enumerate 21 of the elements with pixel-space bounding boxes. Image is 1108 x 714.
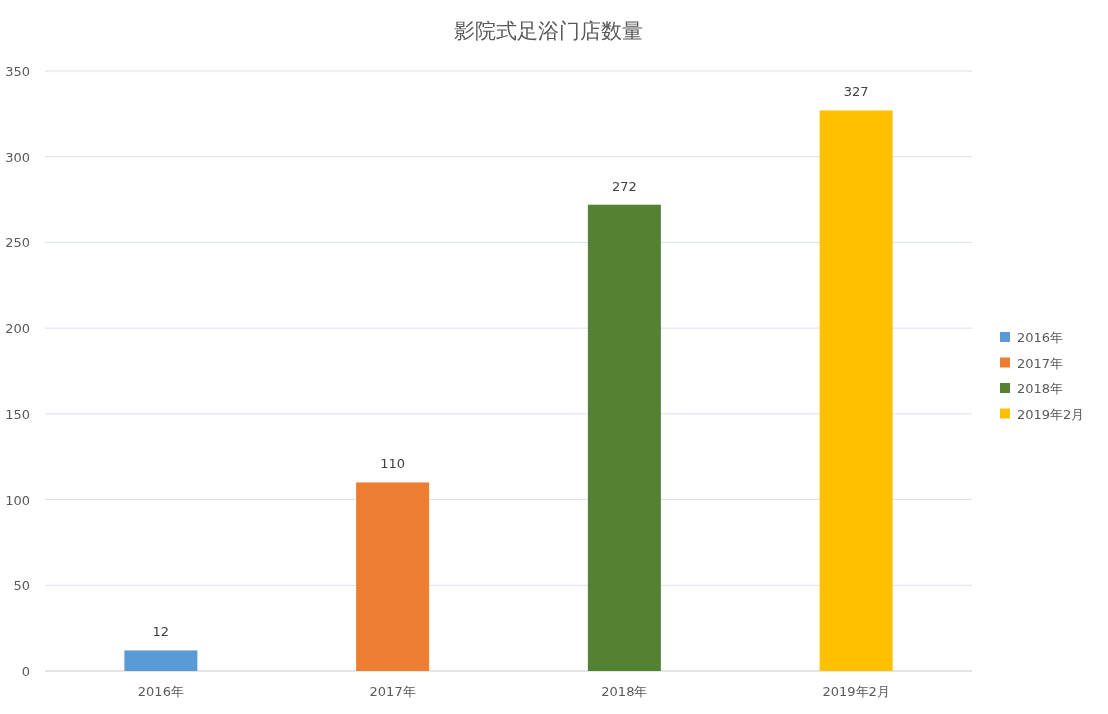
y-tick-label: 350	[5, 64, 30, 79]
x-tick-label: 2017年	[369, 684, 416, 699]
legend-label: 2016年	[1017, 330, 1064, 345]
y-tick-label: 150	[5, 406, 30, 422]
data-label: 110	[380, 456, 406, 472]
y-tick-label: 0	[21, 664, 30, 679]
legend-label: 2017年	[1017, 355, 1064, 371]
y-tick-label: 200	[5, 321, 30, 337]
data-label: 12	[152, 624, 170, 640]
x-tick-label: 2016年	[137, 684, 184, 699]
y-tick-label: 100	[5, 492, 30, 508]
y-tick-label: 300	[5, 149, 30, 165]
y-tick-label: 50	[13, 578, 30, 594]
legend-label: 2018年	[1017, 381, 1064, 396]
y-tick-label: 250	[5, 235, 30, 251]
x-tick-label: 2019年2月	[822, 684, 890, 699]
chart-title: 影院式足浴门店数量	[454, 19, 643, 43]
data-label: 327	[843, 84, 869, 100]
legend-label: 2019年2月	[1017, 406, 1085, 422]
data-label: 272	[611, 178, 637, 194]
x-tick-label: 2018年	[601, 684, 648, 699]
